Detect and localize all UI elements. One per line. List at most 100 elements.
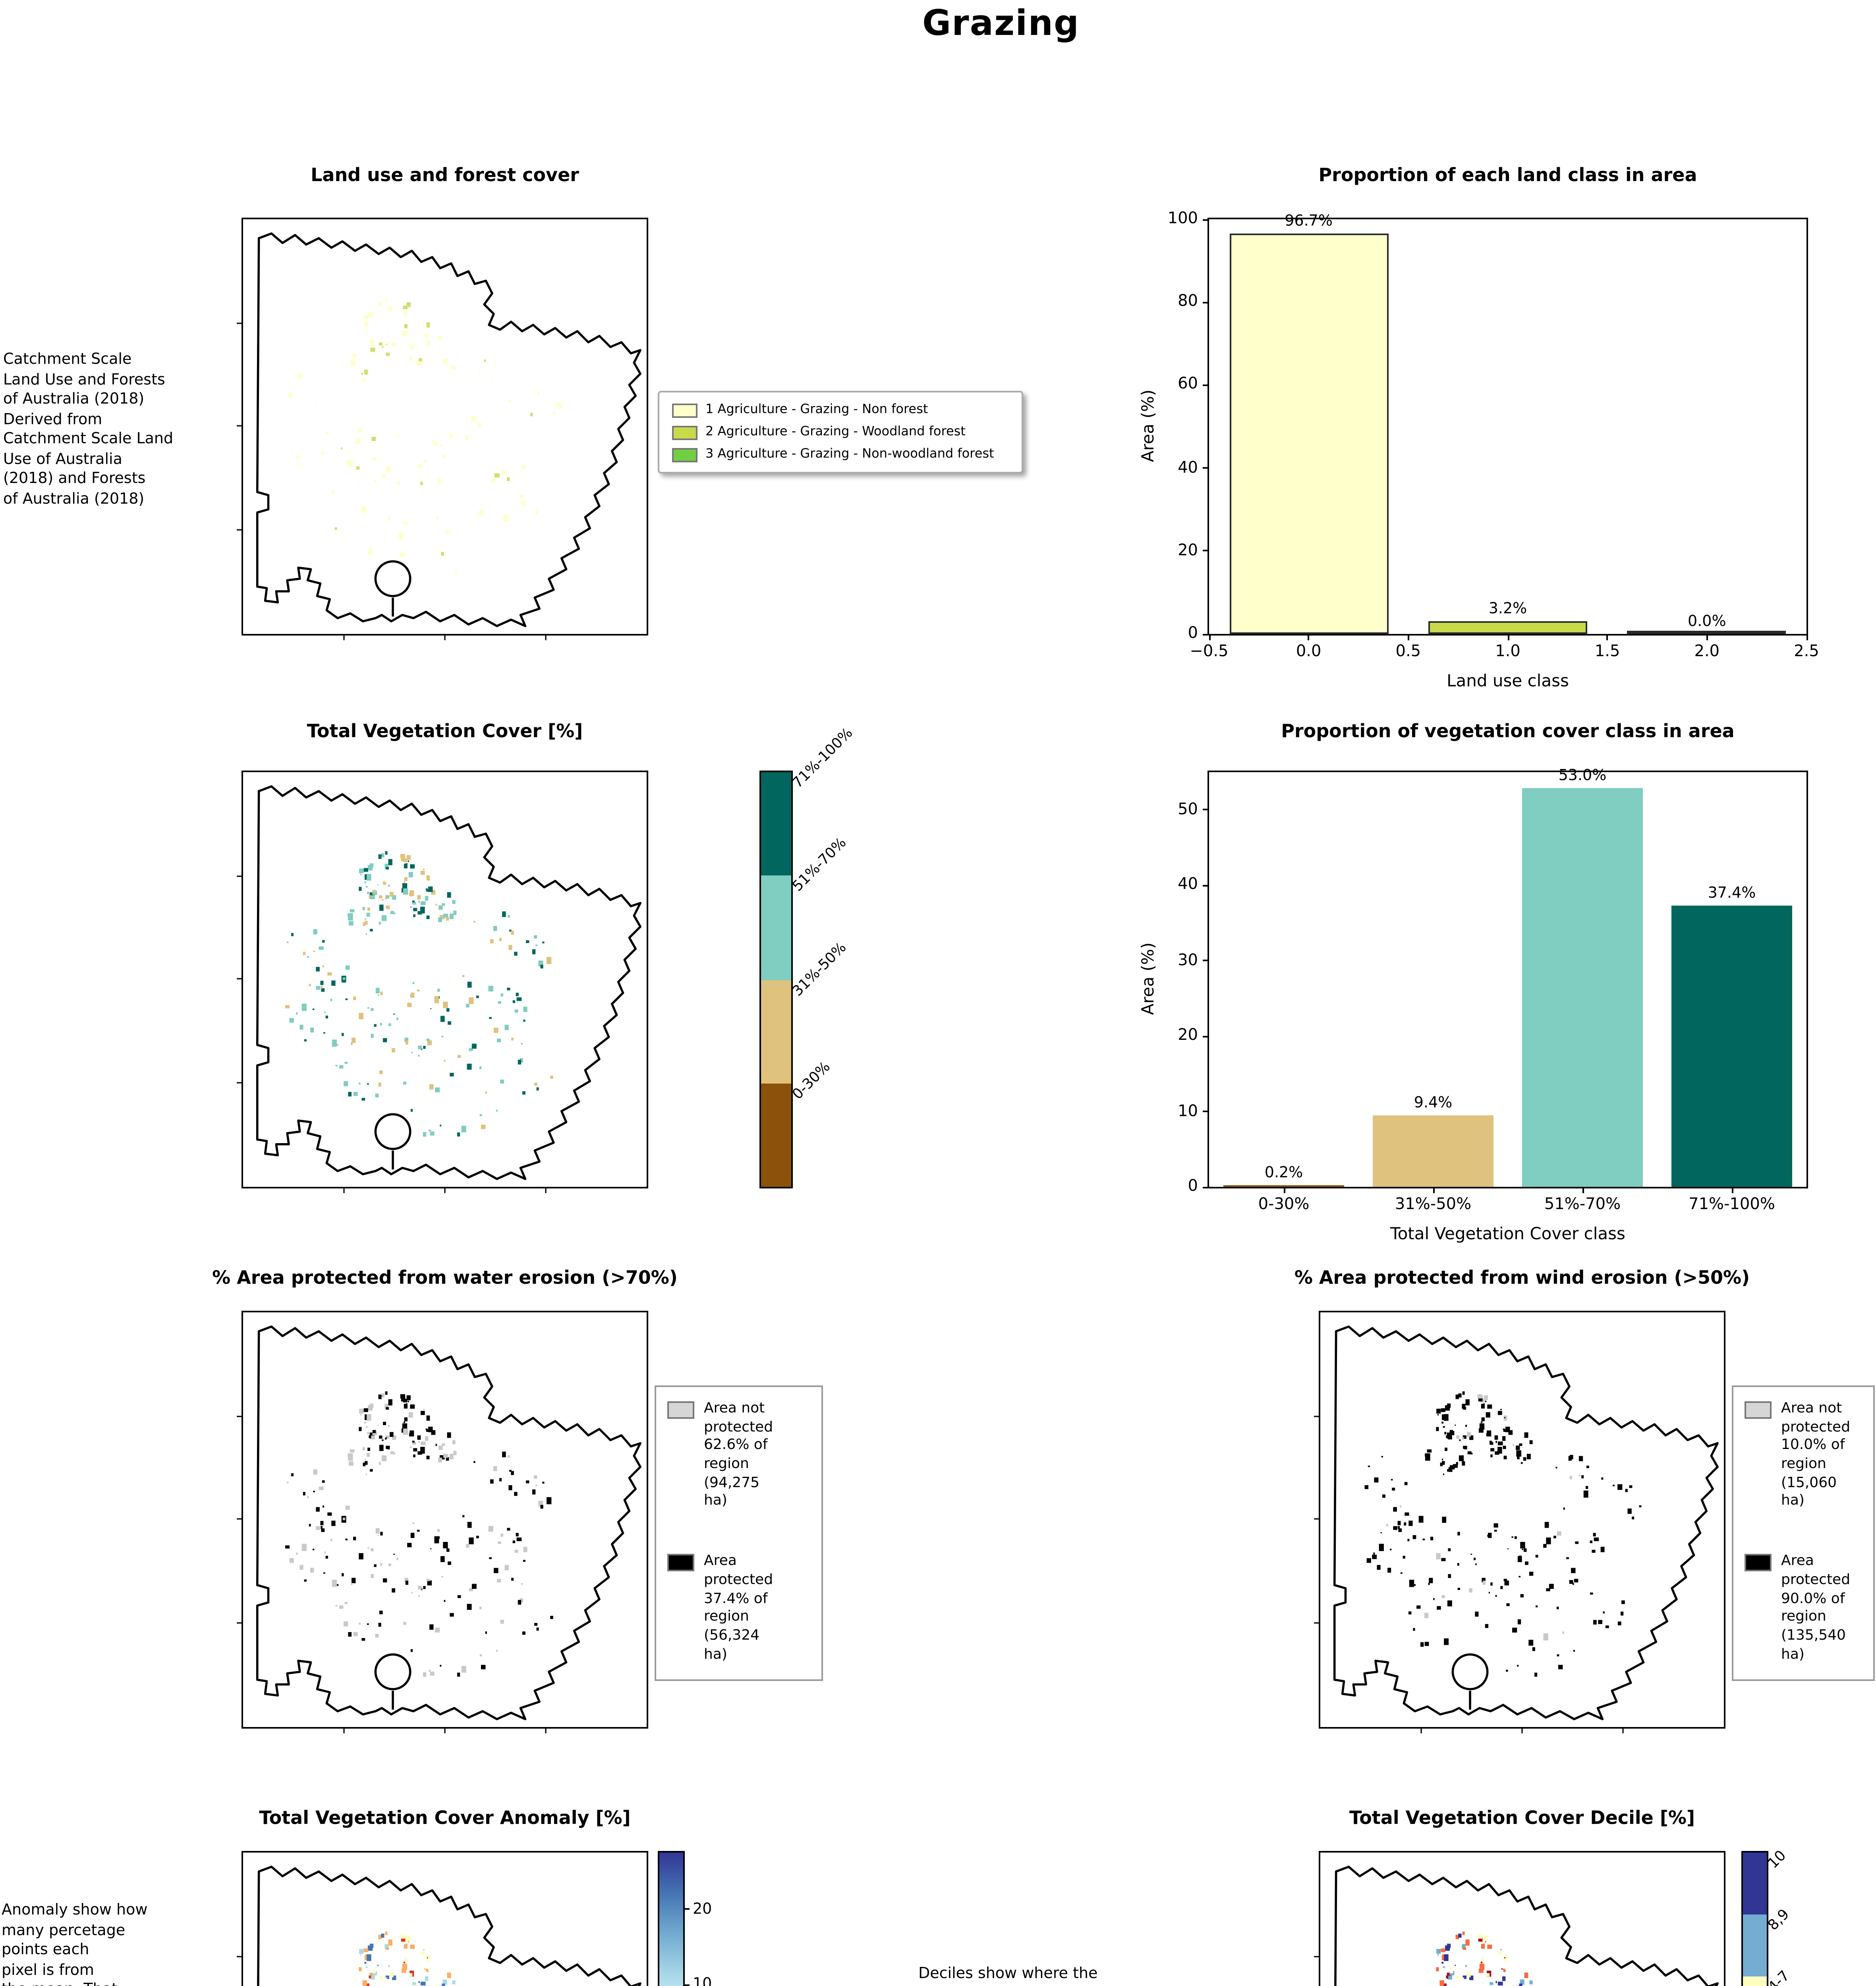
x-tick-label: 71%-100% <box>1689 1196 1775 1214</box>
y-tick-label: 50 <box>1178 801 1198 819</box>
y-tick-mark <box>1203 1111 1209 1113</box>
x-tick-mark <box>1806 634 1807 640</box>
catchment-boundary <box>257 234 640 626</box>
colorbar-label: 31%-50% <box>790 939 850 1000</box>
y-tick-label: 100 <box>1167 211 1198 228</box>
bar-value-label: 0.2% <box>1264 1165 1303 1182</box>
y-tick-label: 60 <box>1178 376 1198 394</box>
anomaly-side-note: Anomaly show how many percetage points e… <box>2 1902 148 1986</box>
x-tick-label: 0.0 <box>1296 643 1322 661</box>
colorbar-segment <box>761 876 791 979</box>
land-use-side-note: Catchment Scale Land Use and Forests of … <box>3 351 174 508</box>
water-erosion-title: % Area protected from water erosion (>70… <box>212 1266 678 1289</box>
colorbar-segment <box>761 772 791 876</box>
legend-entry: Area not protected 10.0% of region (15,0… <box>1745 1401 1862 1513</box>
legend-entry: 3 Agriculture - Grazing - Non-woodland f… <box>672 446 1009 462</box>
y-tick-mark <box>1203 633 1209 635</box>
y-tick-mark <box>1203 384 1209 386</box>
decile-map <box>1314 1851 1725 1986</box>
bar <box>1627 631 1787 634</box>
legend-swatch <box>667 1401 694 1419</box>
x-tick-label: 2.0 <box>1694 643 1720 661</box>
bar <box>1224 1185 1344 1187</box>
decile-map-svg <box>1314 1853 1724 1986</box>
wind-erosion-map <box>1314 1311 1725 1733</box>
catchment-boundary <box>257 786 640 1179</box>
bar <box>1373 1116 1493 1187</box>
bar-value-label: 0.0% <box>1688 613 1726 631</box>
land-class-xlabel: Land use class <box>1447 672 1569 691</box>
x-tick-mark <box>1283 1187 1285 1193</box>
veg-class-chart: 0 10 20 30 40 50 0-30% 31%-50% 51%-70% 71%-100% 0.… <box>1178 767 1808 1214</box>
land-class-chart: 0 20 40 60 80 100 −0.5 0.0 0.5 1.0 1.5 2.0 2.5 96.7% 3… <box>1168 211 1819 661</box>
legend-entry: 2 Agriculture - Grazing - Woodland fores… <box>672 424 1009 440</box>
colorbar-tick-label: 10 <box>693 1976 712 1986</box>
wind-erosion-map-svg <box>1314 1312 1724 1733</box>
decile-colorbar: 108,94-72,31 <box>1741 1848 1794 1986</box>
veg-cover-map <box>237 771 648 1193</box>
veg-cover-colorbar: 71%-100% 51%-70% 31%-50% 0-30% <box>759 726 857 1188</box>
colorbar-label: 4-7 <box>1766 1969 1794 1986</box>
bar-value-label: 37.4% <box>1708 884 1756 902</box>
anomaly-map-title: Total Vegetation Cover Anomaly [%] <box>259 1806 631 1829</box>
x-tick-mark <box>1731 1187 1733 1193</box>
x-tick-label: 2.5 <box>1794 643 1819 661</box>
anomaly-colorbar: 20100−10−20 <box>658 1851 712 1986</box>
colorbar-label: 8,9 <box>1766 1907 1793 1935</box>
page-title: Grazing <box>922 5 1080 44</box>
veg-class-ylabel: Area (%) <box>1139 942 1158 1015</box>
colorbar-label: 0-30% <box>790 1059 835 1103</box>
y-tick-mark <box>1203 467 1209 469</box>
y-tick-mark <box>1203 809 1209 811</box>
legend-entry: 1 Agriculture - Grazing - Non forest <box>672 402 1009 418</box>
x-tick-mark <box>1208 634 1210 640</box>
water-erosion-legend: Area not protected 62.6% of region (94,2… <box>655 1385 823 1681</box>
bar <box>1672 905 1792 1187</box>
anomaly-map <box>237 1851 648 1986</box>
bar-value-label: 3.2% <box>1488 600 1527 618</box>
bar <box>1428 620 1588 634</box>
legend-label: Area not protected 10.0% of region (15,0… <box>1781 1401 1851 1510</box>
y-tick-label: 20 <box>1178 542 1198 560</box>
y-tick-label: 40 <box>1178 876 1198 894</box>
legend-swatch <box>672 448 697 462</box>
legend-entry: Area protected 90.0% of region (135,540 … <box>1745 1554 1862 1666</box>
wind-erosion-legend: Area not protected 10.0% of region (15,0… <box>1732 1385 1875 1681</box>
y-tick-mark <box>1203 1186 1209 1188</box>
legend-swatch <box>1745 1401 1772 1419</box>
colorbar-tick-mark <box>683 1908 689 1910</box>
y-tick-label: 20 <box>1178 1027 1198 1045</box>
legend-swatch <box>667 1554 694 1572</box>
y-tick-mark <box>1203 960 1209 962</box>
land-use-legend: 1 Agriculture - Grazing - Non forest 2 Ag… <box>658 391 1023 473</box>
colorbar-tick-mark <box>683 1984 689 1986</box>
land-class-chart-title: Proportion of each land class in area <box>1318 164 1697 186</box>
x-tick-mark <box>1706 634 1708 640</box>
wind-erosion-title: % Area protected from wind erosion (>50%… <box>1294 1266 1750 1289</box>
y-tick-label: 80 <box>1178 293 1198 311</box>
veg-cover-map-title: Total Vegetation Cover [%] <box>307 720 583 742</box>
x-tick-mark <box>1432 1187 1434 1193</box>
legend-label: 2 Agriculture - Grazing - Woodland fores… <box>705 424 966 439</box>
legend-label: Area protected 37.4% of region (56,324 h… <box>704 1554 773 1663</box>
colorbar-segment <box>761 1083 791 1187</box>
x-tick-label: −0.5 <box>1190 643 1229 661</box>
veg-cover-map-svg <box>237 772 647 1193</box>
colorbar-segment <box>1743 1853 1767 1915</box>
x-tick-label: 1.0 <box>1495 643 1521 661</box>
legend-entry: Area protected 37.4% of region (56,324 h… <box>667 1554 810 1666</box>
x-tick-mark <box>1582 1187 1583 1193</box>
x-tick-label: 0-30% <box>1258 1196 1310 1214</box>
water-erosion-map-svg <box>237 1312 647 1733</box>
land-class-ylabel: Area (%) <box>1139 389 1158 462</box>
colorbar-label: 10 <box>1766 1848 1790 1873</box>
veg-class-xlabel: Total Vegetation Cover class <box>1390 1225 1625 1244</box>
x-tick-mark <box>1407 634 1409 640</box>
y-tick-mark <box>1203 218 1209 220</box>
colorbar-segment <box>1743 1915 1767 1977</box>
y-tick-mark <box>1203 301 1209 303</box>
bar <box>1522 787 1642 1187</box>
catchment-boundary <box>1335 1867 1718 1986</box>
land-use-map <box>237 218 648 640</box>
